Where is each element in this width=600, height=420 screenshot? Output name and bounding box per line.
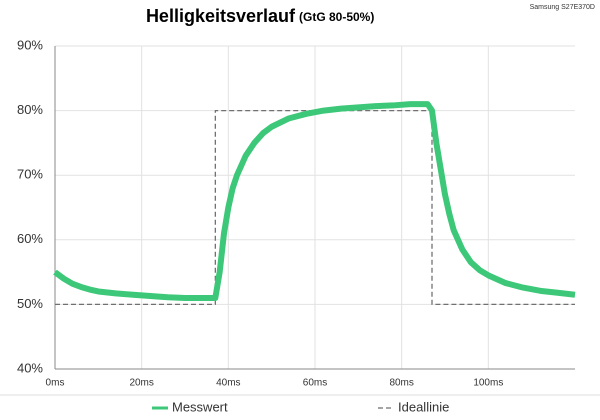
x-tick-label: 0ms — [46, 378, 65, 389]
x-tick-label: 40ms — [216, 378, 240, 389]
y-tick-label: 50% — [17, 296, 43, 311]
y-tick-label: 40% — [17, 360, 43, 375]
series-line — [55, 109, 575, 306]
chart-title: Helligkeitsverlauf — [146, 6, 296, 26]
y-tick-label: 70% — [17, 167, 43, 182]
annotation: Samsung S27E370D — [530, 4, 595, 11]
series-line — [53, 101, 576, 301]
x-tick-label: 20ms — [129, 378, 153, 389]
y-tick-label: 90% — [17, 37, 43, 52]
legend-label: Ideallinie — [398, 399, 449, 414]
y-tick-label: 60% — [17, 231, 43, 246]
legend-label: Messwert — [172, 399, 228, 414]
x-tick-label: 80ms — [389, 378, 413, 389]
x-tick-label: 100ms — [473, 378, 503, 389]
y-tick-label: 80% — [17, 102, 43, 117]
chart-subtitle: (GtG 80-50%) — [299, 10, 374, 24]
x-tick-label: 60ms — [303, 378, 327, 389]
